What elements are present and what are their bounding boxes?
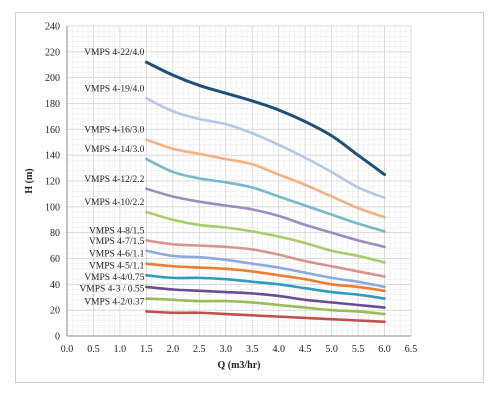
series-line-vmps-4-8-1-5 — [145, 239, 386, 278]
x-tick-label: 2.5 — [193, 344, 206, 355]
series-layer — [144, 60, 387, 324]
series-line-vmps-4-19-4-0 — [145, 97, 386, 200]
series-line-vmps-4-12-2-2 — [145, 187, 386, 249]
y-tick-label: 120 — [45, 177, 60, 188]
y-tick-label: 60 — [50, 254, 60, 265]
series-line-vmps-4-5-1-1 — [145, 273, 386, 300]
series-label-vmps-4-3-0-55: VMPS 4-3 / 0.55 — [79, 285, 144, 295]
y-tick-label: 80 — [50, 228, 60, 239]
series-label-vmps-4-10-2-2: VMPS 4-10/2.2 — [84, 198, 144, 208]
x-tick-label: 0.0 — [61, 344, 74, 355]
series-line-vmps-4-3-0-55 — [145, 297, 386, 316]
x-tick-label: 0.5 — [87, 344, 100, 355]
series-label-vmps-4-5-1-1: VMPS 4-5/1.1 — [89, 261, 145, 271]
x-tick-label: 3.0 — [220, 344, 233, 355]
series-line-vmps-4-6-1-1 — [145, 262, 386, 293]
y-axis-title: H (m) — [24, 168, 35, 193]
x-tick-label: 4.0 — [272, 344, 285, 355]
series-label-vmps-4-16-3-0: VMPS 4-16/3.0 — [84, 126, 144, 136]
series-line-vmps-4-4-0-75 — [145, 285, 386, 309]
series-label-vmps-4-12-2-2: VMPS 4-12/2.2 — [84, 175, 144, 185]
x-tick-label: 4.5 — [299, 344, 312, 355]
series-line-vmps-4-22-4-0 — [144, 60, 387, 177]
y-tick-label: 40 — [50, 280, 60, 291]
series-line-vmps-4-7-1-5 — [145, 249, 386, 289]
series-label-vmps-4-8-1-5: VMPS 4-8/1.5 — [89, 226, 145, 236]
y-tick-label: 240 — [45, 22, 60, 33]
y-tick-label: 160 — [45, 125, 60, 136]
series-label-vmps-4-22-4-0: VMPS 4-22/4.0 — [84, 48, 144, 58]
series-label-vmps-4-4-0-75: VMPS 4-4/0.75 — [84, 273, 144, 283]
series-label-vmps-4-7-1-5: VMPS 4-7/1.5 — [89, 237, 145, 247]
y-tick-label: 200 — [45, 73, 60, 84]
series-label-vmps-4-6-1-1: VMPS 4-6/1.1 — [89, 250, 145, 260]
series-label-vmps-4-19-4-0: VMPS 4-19/4.0 — [84, 84, 144, 94]
y-tick-label: 20 — [50, 306, 60, 317]
x-tick-label: 3.5 — [246, 344, 259, 355]
y-tick-label: 0 — [55, 332, 60, 343]
x-tick-label: 5.0 — [325, 344, 338, 355]
series-line-vmps-4-14-3-0 — [145, 157, 386, 233]
x-tick-label: 1.5 — [140, 344, 153, 355]
y-tick-label: 220 — [45, 47, 60, 58]
y-tick-label: 100 — [45, 202, 60, 213]
y-tick-label: 140 — [45, 151, 60, 162]
series-line-vmps-4-10-2-2 — [145, 210, 386, 264]
x-tick-label: 6.0 — [378, 344, 391, 355]
series-label-vmps-4-2-0-37: VMPS 4-2/0.37 — [84, 297, 144, 307]
x-tick-label: 2.0 — [167, 344, 180, 355]
series-line-vmps-4-16-3-0 — [145, 138, 386, 219]
x-tick-label: 5.5 — [352, 344, 365, 355]
series-label-layer: VMPS 4-22/4.0 VMPS 4-19/4.0 VMPS 4-16/3.0 V… — [79, 48, 144, 307]
x-tick-label: 1.0 — [114, 344, 127, 355]
series-line-vmps-4-2-0-37 — [145, 310, 386, 324]
x-tick-label: 6.5 — [405, 344, 418, 355]
y-tick-label: 180 — [45, 99, 60, 110]
x-axis-title: Q (m3/hr) — [217, 360, 260, 371]
axis-layer: 0.0 0.5 1.0 1.5 2.0 2.5 3.0 3.5 4.0 4.5 5.0 5.5 6.0 6… — [45, 22, 417, 356]
series-label-vmps-4-14-3-0: VMPS 4-14/3.0 — [84, 145, 144, 155]
